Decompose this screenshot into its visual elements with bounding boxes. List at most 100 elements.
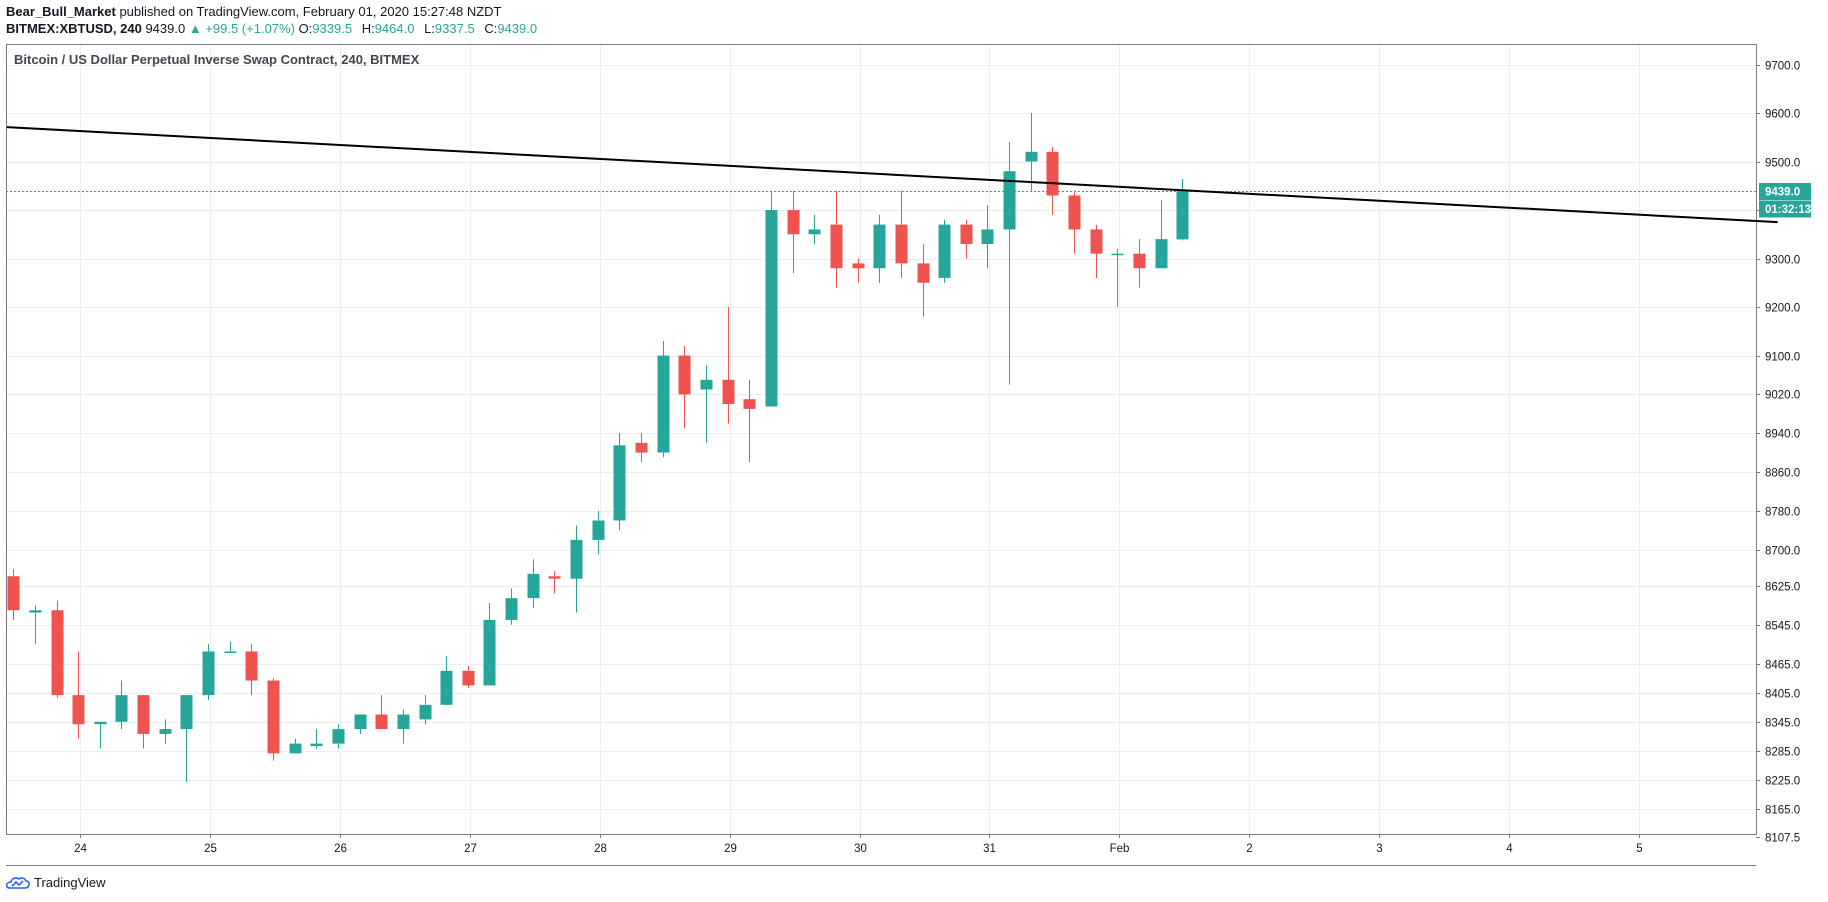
candle[interactable]: [938, 219, 951, 283]
candle-body: [505, 598, 518, 620]
candle[interactable]: [397, 709, 410, 744]
candle[interactable]: [570, 525, 583, 613]
x-tick-label: 25: [204, 843, 217, 855]
candle[interactable]: [1111, 248, 1124, 308]
candle[interactable]: [332, 724, 345, 749]
candle[interactable]: [267, 678, 280, 761]
y-tick-label: 8625.0: [1765, 582, 1800, 594]
candle-body: [1111, 253, 1124, 256]
candle[interactable]: [310, 729, 323, 749]
candle[interactable]: [981, 205, 994, 269]
candle[interactable]: [202, 644, 215, 700]
candle[interactable]: [115, 680, 128, 730]
candle[interactable]: [354, 714, 367, 734]
candle[interactable]: [180, 695, 193, 783]
x-tick-label: 24: [74, 843, 87, 855]
candle[interactable]: [1003, 142, 1016, 385]
candle-body: [51, 610, 64, 696]
candle[interactable]: [224, 641, 237, 653]
candle[interactable]: [722, 307, 735, 424]
high-value: 9464.0: [374, 21, 415, 36]
candle[interactable]: [743, 379, 756, 463]
candle-body: [137, 695, 150, 734]
candle[interactable]: [462, 666, 475, 688]
publish-info: Bear_Bull_Market published on TradingVie…: [6, 4, 502, 19]
candle[interactable]: [1046, 146, 1059, 215]
candle[interactable]: [960, 219, 973, 259]
candle[interactable]: [830, 190, 843, 288]
open-value: 9339.5: [312, 21, 353, 36]
chart-grid: [6, 45, 1756, 834]
y-tick-label: 8700.0: [1765, 546, 1800, 558]
candle-body: [115, 695, 128, 722]
candle[interactable]: [1068, 190, 1081, 254]
candle-body: [224, 651, 237, 653]
candle-body: [1133, 253, 1146, 269]
x-tick-label: 27: [464, 843, 477, 855]
last-price-badge: [1759, 183, 1811, 200]
candle[interactable]: [657, 340, 670, 458]
y-tick-label: 8405.0: [1765, 689, 1800, 701]
candle-body: [960, 224, 973, 244]
candle[interactable]: [765, 190, 778, 407]
candle-body: [1155, 239, 1168, 269]
candle[interactable]: [895, 190, 908, 278]
candle[interactable]: [289, 738, 302, 754]
candle[interactable]: [808, 214, 821, 244]
time-axis[interactable]: 24 25 26 27 28 29 30 31 Feb 2 3 4 5: [74, 834, 1643, 855]
candle[interactable]: [1155, 200, 1168, 269]
x-tick-label: Feb: [1110, 843, 1130, 855]
candle[interactable]: [245, 644, 258, 696]
candle[interactable]: [613, 433, 626, 531]
x-tick-label: 2: [1246, 843, 1252, 855]
tradingview-logo[interactable]: TradingView: [6, 874, 106, 890]
candle-body: [245, 651, 258, 681]
last-price-badge-label: 9439.0: [1765, 187, 1800, 199]
candle-body: [570, 539, 583, 579]
candle[interactable]: [787, 190, 800, 274]
y-tick-label: 9300.0: [1765, 255, 1800, 267]
candle[interactable]: [548, 571, 561, 594]
candle[interactable]: [51, 600, 64, 698]
price-axis[interactable]: 9700.09600.09500.09400.09300.09200.09100…: [1756, 61, 1800, 845]
candle[interactable]: [137, 695, 150, 749]
candle[interactable]: [527, 559, 540, 608]
candle-body: [700, 379, 713, 390]
candle[interactable]: [7, 568, 20, 620]
candle[interactable]: [375, 695, 388, 730]
candle[interactable]: [678, 345, 691, 429]
candle[interactable]: [852, 258, 865, 283]
author-name[interactable]: Bear_Bull_Market: [6, 4, 116, 19]
candle[interactable]: [72, 651, 85, 739]
chart-title: Bitcoin / US Dollar Perpetual Inverse Sw…: [14, 52, 420, 67]
candle[interactable]: [29, 605, 42, 645]
candle[interactable]: [1090, 224, 1103, 278]
candle-body: [94, 721, 107, 725]
candle[interactable]: [159, 719, 172, 744]
trendline[interactable]: [6, 126, 1778, 224]
symbol-legend: BITMEX:XBTUSD, 240 9439.0 ▲ +99.5 (+1.07…: [6, 21, 543, 36]
candle[interactable]: [1176, 178, 1189, 241]
candle-body: [613, 445, 626, 521]
candle-body: [7, 576, 20, 611]
candle[interactable]: [505, 588, 518, 625]
candle-body: [592, 520, 605, 540]
candle[interactable]: [440, 656, 453, 705]
candle[interactable]: [483, 602, 496, 686]
candle[interactable]: [94, 721, 107, 749]
x-tick-label: 28: [594, 843, 607, 855]
candle[interactable]: [635, 433, 648, 463]
candle-body: [852, 263, 865, 269]
candle[interactable]: [917, 243, 930, 317]
candle[interactable]: [1025, 113, 1038, 191]
candle[interactable]: [419, 695, 432, 725]
candle[interactable]: [700, 365, 713, 443]
y-tick-label: 8107.5: [1765, 833, 1800, 845]
countdown-badge: [1759, 200, 1811, 218]
candle[interactable]: [592, 510, 605, 555]
y-tick-label: 8545.0: [1765, 621, 1800, 633]
candle[interactable]: [1133, 239, 1146, 288]
y-tick-label: 9020.0: [1765, 390, 1800, 402]
candle[interactable]: [873, 214, 886, 283]
